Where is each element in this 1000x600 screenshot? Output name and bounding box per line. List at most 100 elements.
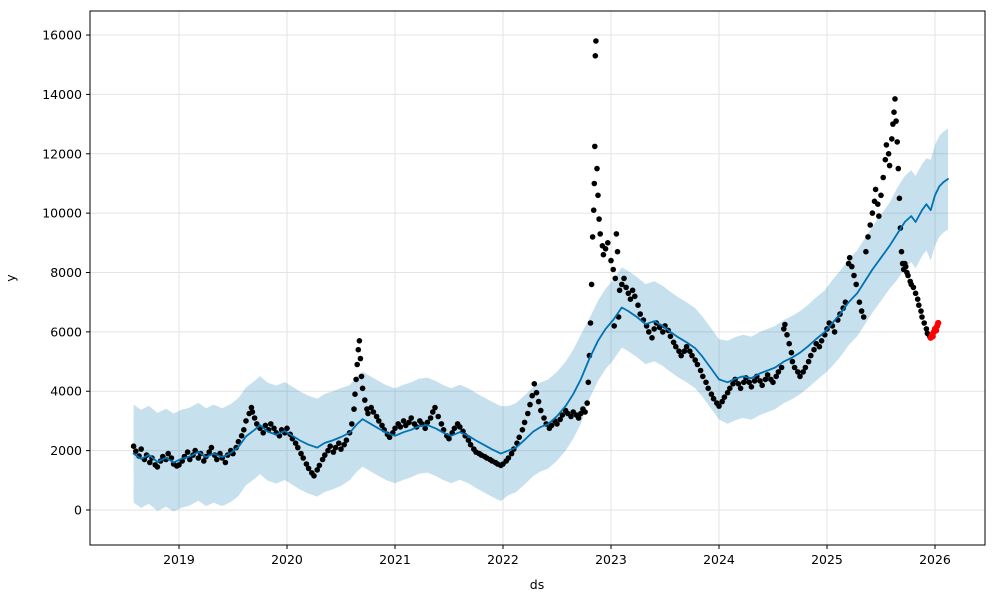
actuals-marker — [322, 452, 328, 458]
actuals-marker — [451, 425, 458, 432]
actuals-marker — [786, 340, 792, 347]
actuals-marker — [305, 465, 312, 472]
actuals-marker — [719, 398, 725, 405]
x-tick-label: 2022 — [487, 552, 519, 567]
actuals-marker — [584, 400, 590, 406]
actuals-marker — [268, 421, 274, 427]
y-tick-label: 2000 — [50, 443, 82, 458]
actuals-marker — [730, 381, 736, 387]
actuals-marker — [882, 156, 889, 163]
actuals-marker — [876, 213, 882, 219]
actuals-marker — [616, 287, 623, 294]
actuals-marker — [619, 281, 625, 288]
actuals-marker — [795, 369, 801, 375]
actuals-marker — [201, 458, 207, 464]
y-tick-label: 4000 — [50, 384, 82, 399]
actuals-marker — [716, 403, 722, 409]
actuals-marker — [708, 391, 715, 398]
actuals-marker — [406, 419, 412, 426]
actuals-marker — [621, 275, 627, 282]
actuals-marker — [597, 231, 603, 237]
actuals-marker — [914, 296, 921, 303]
actuals-marker — [251, 415, 258, 421]
actuals-marker — [184, 449, 191, 455]
actuals-marker — [303, 461, 310, 467]
actuals-marker — [332, 444, 339, 451]
actuals-marker — [516, 434, 522, 441]
actuals-marker — [260, 430, 267, 436]
actuals-marker — [613, 231, 620, 237]
actuals-marker — [912, 290, 919, 297]
actuals-marker — [627, 296, 634, 303]
actuals-marker — [614, 248, 621, 255]
actuals-marker — [590, 207, 597, 213]
actuals-marker — [816, 343, 823, 350]
actuals-marker — [775, 369, 782, 375]
actuals-marker — [154, 464, 161, 470]
actuals-marker — [782, 321, 788, 328]
actuals-marker — [262, 422, 269, 429]
actuals-marker — [376, 418, 382, 424]
actuals-marker — [349, 421, 355, 427]
actuals-marker — [316, 462, 323, 469]
actuals-marker — [373, 413, 380, 420]
actuals-marker — [538, 407, 544, 414]
actuals-marker — [591, 180, 598, 187]
actuals-marker — [805, 358, 812, 365]
actuals-marker — [435, 413, 442, 420]
y-tick-label: 14000 — [42, 87, 82, 102]
actuals-marker — [781, 326, 787, 332]
actuals-marker — [667, 333, 674, 340]
y-tick-label: 10000 — [42, 206, 82, 221]
actuals-marker — [919, 314, 925, 320]
recent-anomalies-marker — [935, 319, 942, 327]
actuals-marker — [741, 379, 747, 386]
actuals-marker — [206, 449, 212, 455]
actuals-marker — [683, 343, 690, 350]
actuals-marker — [568, 413, 574, 420]
actuals-marker — [593, 38, 599, 44]
actuals-marker — [910, 284, 917, 291]
actuals-marker — [222, 459, 229, 466]
actuals-marker — [300, 455, 307, 461]
actuals-marker — [703, 379, 709, 386]
actuals-marker — [422, 425, 429, 432]
actuals-marker — [338, 446, 344, 452]
actuals-marker — [330, 449, 337, 455]
actuals-marker — [408, 415, 415, 421]
actuals-marker — [138, 446, 144, 452]
anomaly-points — [927, 319, 942, 341]
actuals-marker — [353, 376, 359, 383]
actuals-marker — [588, 281, 595, 288]
actuals-marker — [610, 266, 616, 273]
actuals-marker — [362, 397, 368, 403]
actuals-marker — [748, 384, 755, 390]
actuals-marker — [694, 361, 701, 368]
actuals-marker — [762, 376, 769, 383]
actuals-marker — [687, 348, 693, 355]
actuals-marker — [235, 438, 242, 445]
actuals-marker — [670, 339, 677, 346]
actuals-marker — [253, 421, 260, 427]
actuals-marker — [710, 395, 717, 402]
actual-points — [130, 38, 933, 479]
actuals-marker — [705, 385, 711, 392]
actuals-marker — [343, 437, 350, 444]
actuals-marker — [878, 192, 884, 199]
actuals-marker — [764, 372, 771, 378]
actuals-marker — [365, 410, 371, 417]
actuals-marker — [721, 394, 728, 401]
actuals-marker — [863, 248, 869, 255]
actuals-marker — [681, 348, 688, 355]
actuals-marker — [525, 410, 531, 417]
actuals-marker — [284, 425, 290, 432]
actuals-marker — [319, 456, 326, 463]
actuals-marker — [327, 443, 334, 450]
actuals-marker — [165, 450, 171, 457]
actuals-marker — [898, 248, 905, 255]
actuals-marker — [533, 389, 540, 396]
actuals-marker — [905, 272, 911, 279]
actuals-marker — [697, 367, 704, 374]
actuals-marker — [432, 404, 438, 411]
